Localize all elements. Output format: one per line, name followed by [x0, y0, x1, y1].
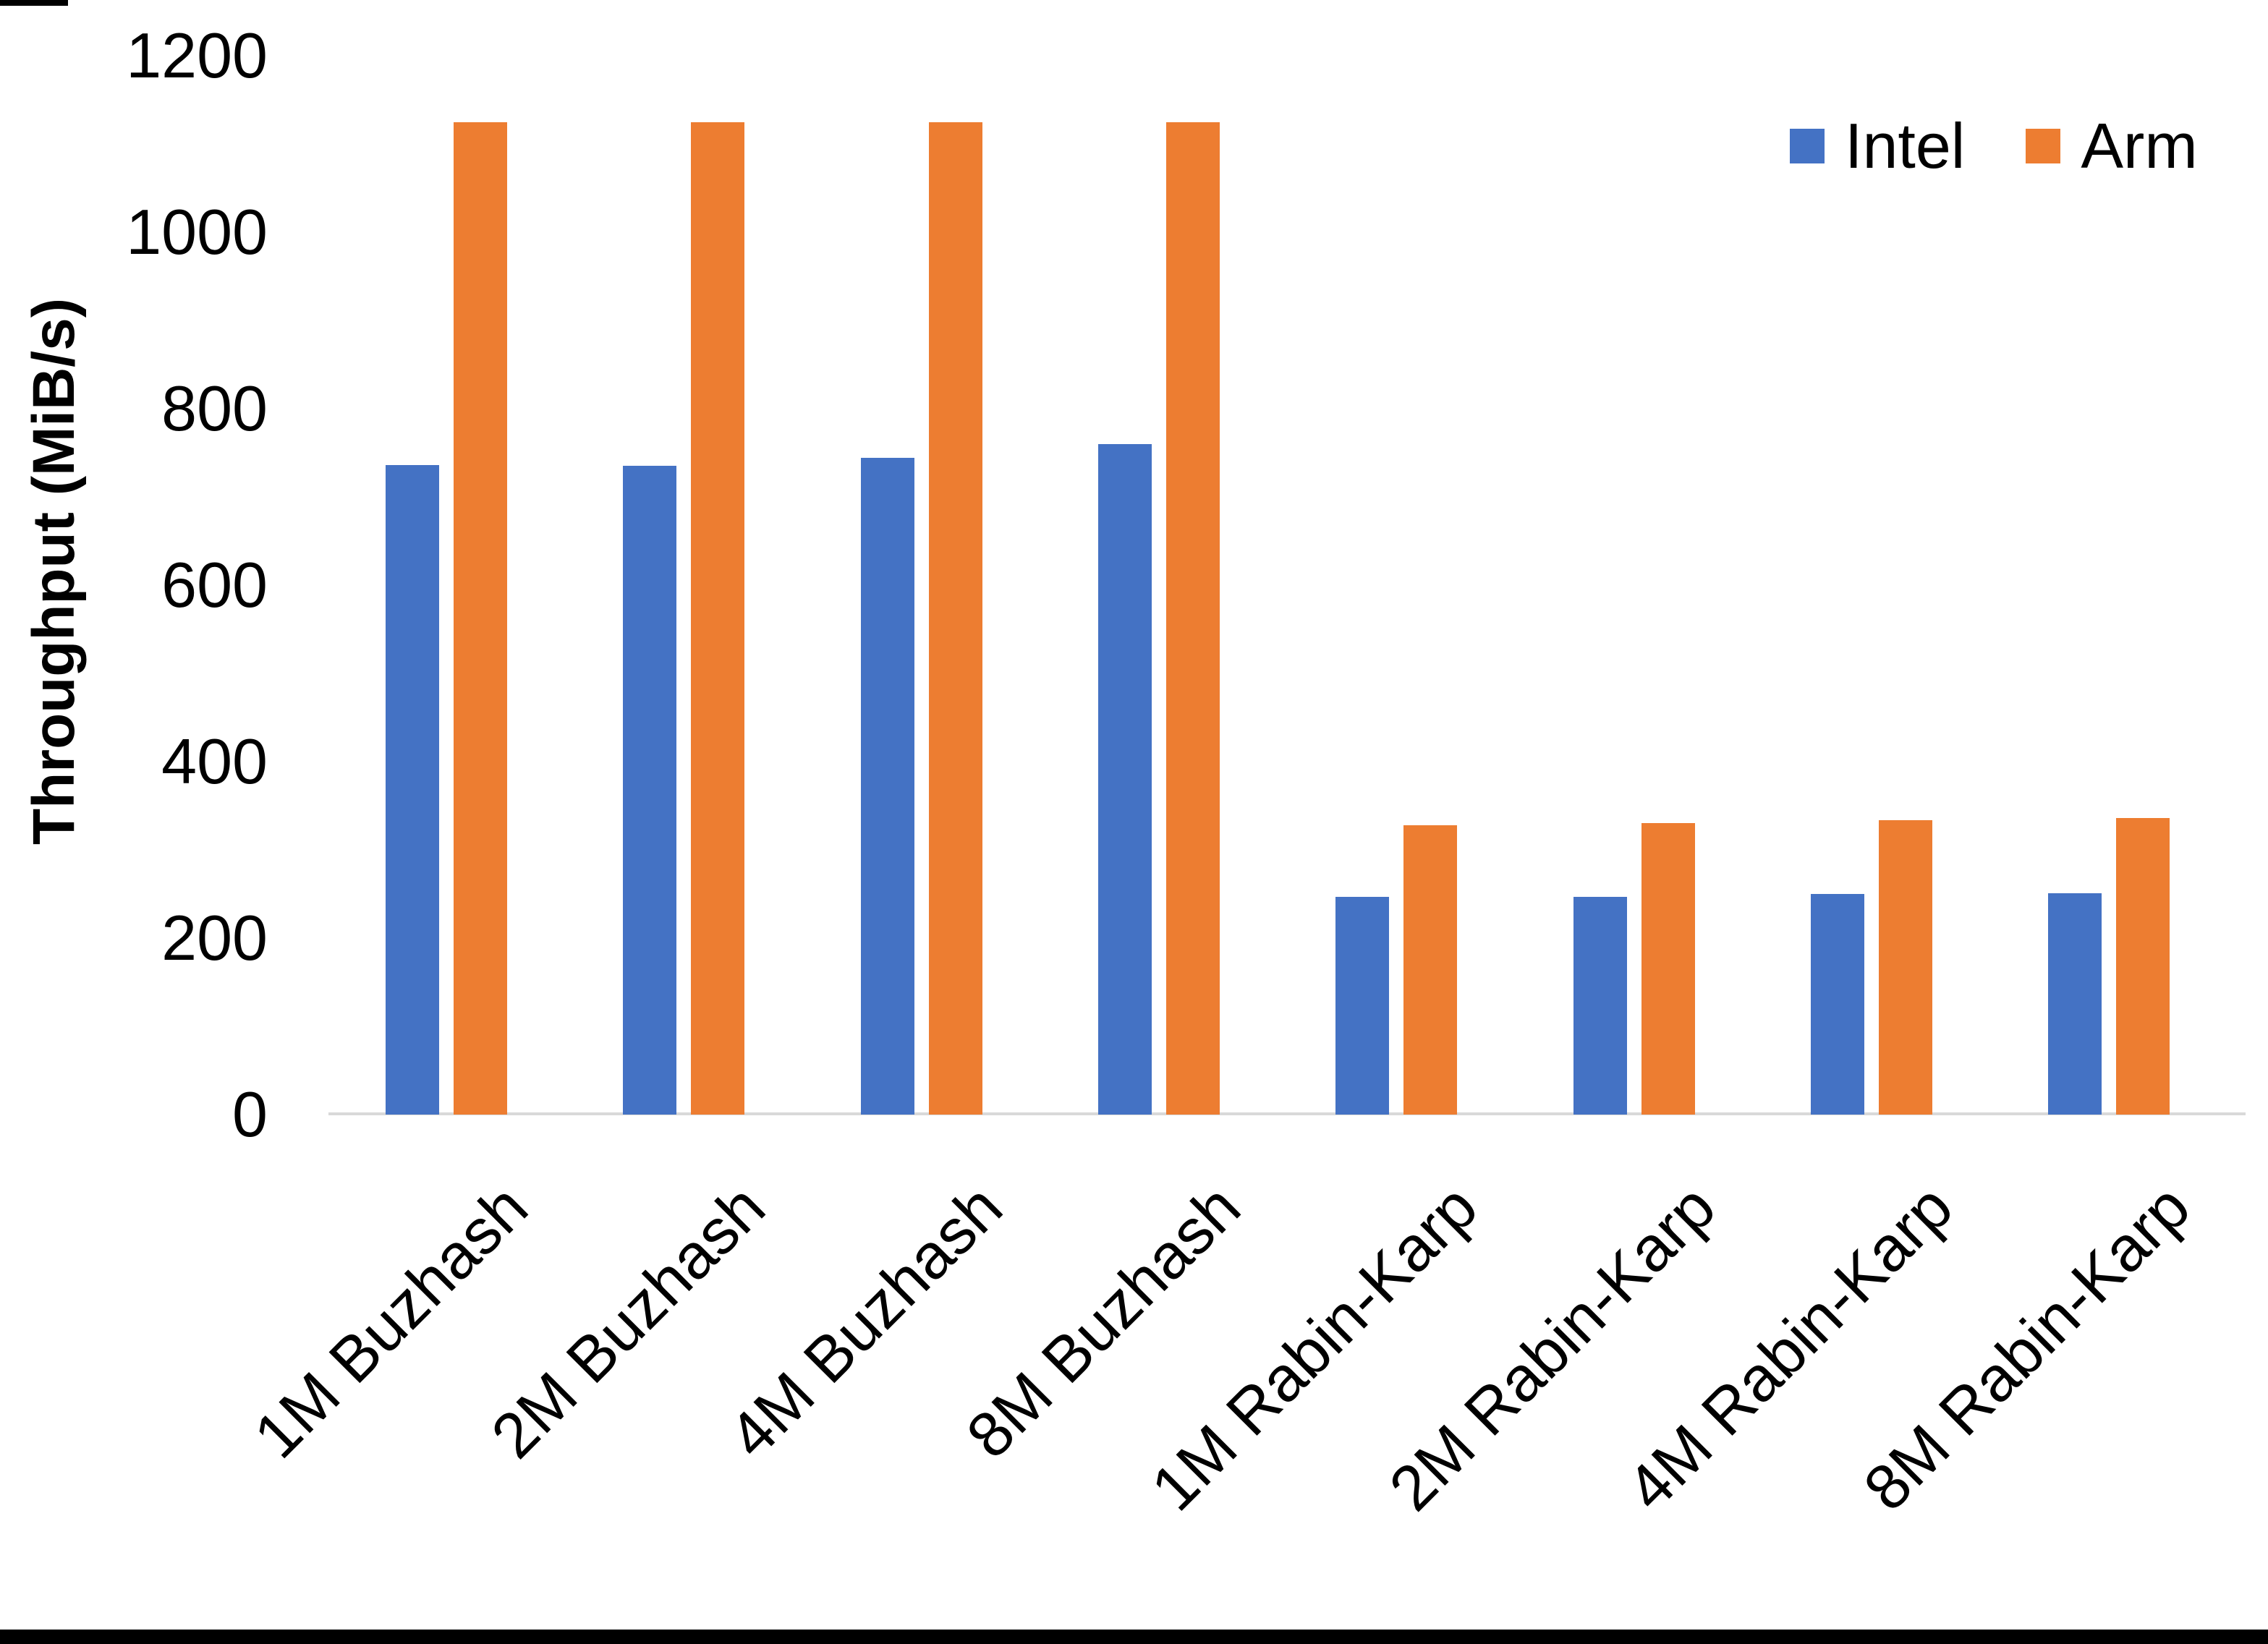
bar-arm-1m-buzhash: [454, 122, 507, 1115]
bar-intel-2m-buzhash: [623, 466, 677, 1115]
bar-intel-4m-buzhash: [860, 458, 914, 1115]
bar-arm-2m-rabin-karp: [1641, 823, 1695, 1115]
y-tick-label-1000: 1000: [126, 196, 268, 268]
bar-intel-1m-rabin-karp: [1335, 896, 1390, 1115]
bar-intel-8m-buzhash: [1097, 443, 1152, 1115]
bar-intel-4m-rabin-karp: [1810, 894, 1864, 1115]
y-tick-label-1200: 1200: [126, 20, 268, 91]
y-tick-label-0: 0: [232, 1078, 268, 1150]
legend: Intel Arm: [1790, 110, 2198, 182]
bar-arm-4m-rabin-karp: [1878, 819, 1932, 1115]
legend-swatch-intel: [1790, 129, 1825, 163]
legend-swatch-arm: [2026, 129, 2061, 163]
y-tick-label-800: 800: [161, 372, 268, 444]
bar-intel-2m-rabin-karp: [1573, 896, 1627, 1115]
top-left-border-fragment: [0, 0, 68, 6]
bar-arm-8m-rabin-karp: [2116, 818, 2170, 1115]
legend-label-arm: Arm: [2081, 110, 2198, 182]
bar-arm-1m-rabin-karp: [1403, 825, 1458, 1115]
legend-label-intel: Intel: [1845, 110, 1966, 182]
bar-intel-8m-rabin-karp: [2048, 893, 2102, 1115]
x-axis-line: [328, 1112, 2246, 1115]
bar-arm-8m-buzhash: [1165, 122, 1220, 1115]
y-axis-title: Throughput (MiB/s): [21, 297, 87, 846]
y-tick-label-200: 200: [161, 902, 268, 974]
bar-arm-4m-buzhash: [928, 122, 982, 1115]
bar-intel-1m-buzhash: [386, 465, 439, 1115]
y-tick-label-600: 600: [161, 549, 268, 621]
bar-arm-2m-buzhash: [691, 122, 745, 1115]
bottom-border-line: [0, 1630, 2268, 1644]
y-tick-label-400: 400: [161, 725, 268, 797]
